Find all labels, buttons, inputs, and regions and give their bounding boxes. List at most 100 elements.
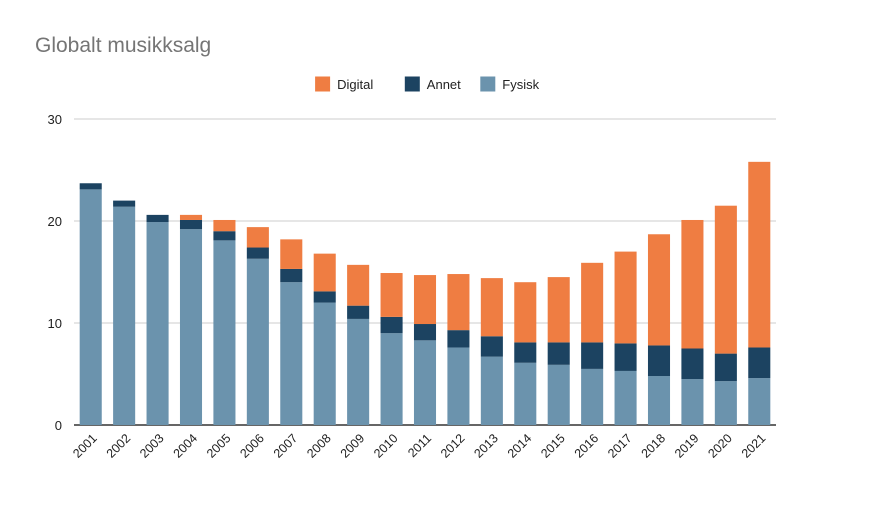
bar-annet-2016 — [581, 342, 604, 369]
bar-group-2001 — [79, 183, 102, 425]
bar-fysisk-2009 — [347, 318, 370, 425]
bar-group-2008 — [313, 253, 336, 425]
bar-fysisk-2004 — [179, 229, 203, 425]
bar-group-2013 — [480, 278, 503, 425]
bars — [79, 161, 771, 425]
bar-digital-2012 — [447, 274, 470, 331]
bar-group-2009 — [347, 264, 370, 425]
bar-group-2012 — [447, 274, 470, 425]
bar-annet-2014 — [514, 342, 537, 363]
bar-group-2002 — [113, 200, 136, 425]
x-tick-label-2021: 2021 — [739, 431, 769, 461]
bar-annet-2012 — [447, 330, 470, 348]
legend-label-annet: Annet — [427, 77, 461, 92]
y-axis-tick-labels: 0 10 20 30 — [48, 112, 62, 433]
bar-digital-2016 — [581, 262, 604, 343]
x-tick-label-2001: 2001 — [70, 431, 100, 461]
bar-fysisk-2011 — [413, 340, 437, 425]
bar-digital-2009 — [347, 264, 370, 306]
x-tick-label-2009: 2009 — [338, 431, 368, 461]
chart-title: Globalt musikksalg — [35, 34, 211, 57]
bar-fysisk-2010 — [380, 333, 403, 425]
bar-group-2010 — [380, 273, 403, 425]
bar-annet-2011 — [413, 324, 437, 341]
bar-fysisk-2003 — [146, 222, 169, 425]
x-tick-label-2016: 2016 — [572, 431, 602, 461]
legend: Digital Annet Fysisk — [315, 76, 540, 92]
bar-fysisk-2001 — [79, 189, 102, 425]
x-tick-label-2008: 2008 — [304, 431, 334, 461]
bar-annet-2007 — [280, 268, 303, 283]
bar-fysisk-2008 — [313, 302, 336, 425]
x-tick-label-2004: 2004 — [171, 431, 201, 461]
y-tick-label: 10 — [48, 316, 62, 331]
bar-group-2007 — [280, 239, 303, 425]
legend-label-digital: Digital — [337, 77, 373, 92]
bar-fysisk-2021 — [748, 378, 771, 425]
bar-fysisk-2016 — [581, 368, 604, 425]
x-tick-label-2006: 2006 — [237, 431, 267, 461]
x-tick-label-2018: 2018 — [639, 431, 669, 461]
bar-digital-2005 — [213, 219, 236, 232]
x-tick-label-2020: 2020 — [705, 431, 735, 461]
bar-digital-2014 — [514, 282, 537, 343]
x-tick-label-2003: 2003 — [137, 431, 167, 461]
x-tick-label-2017: 2017 — [605, 431, 635, 461]
bar-annet-2004 — [179, 219, 203, 230]
bar-group-2003 — [146, 214, 169, 425]
bar-digital-2015 — [547, 277, 570, 343]
bar-fysisk-2020 — [714, 381, 737, 425]
bar-annet-2002 — [113, 200, 136, 207]
x-tick-label-2002: 2002 — [104, 431, 134, 461]
bar-group-2011 — [413, 275, 437, 425]
bar-annet-2010 — [380, 316, 403, 334]
bar-group-2015 — [547, 277, 570, 425]
x-tick-label-2010: 2010 — [371, 431, 401, 461]
x-tick-label-2011: 2011 — [405, 431, 434, 460]
legend-item-fysisk: Fysisk — [480, 76, 540, 92]
x-axis-tick-labels: 2001 2002 2003 2004 2005 2006 2007 2008 2009 2010… — [70, 431, 768, 461]
bar-digital-2006 — [246, 227, 269, 248]
bar-digital-2020 — [714, 205, 737, 354]
bar-group-2020 — [714, 205, 737, 425]
bar-annet-2005 — [213, 231, 236, 241]
bar-fysisk-2012 — [447, 347, 470, 425]
bar-group-2004 — [179, 214, 203, 425]
x-tick-label-2019: 2019 — [672, 431, 702, 461]
bar-digital-2004 — [179, 214, 203, 220]
bar-annet-2013 — [480, 336, 503, 357]
bar-annet-2008 — [313, 291, 336, 303]
bar-digital-2017 — [614, 251, 637, 344]
y-tick-label: 20 — [48, 214, 62, 229]
bar-digital-2011 — [413, 275, 437, 325]
x-tick-label-2005: 2005 — [204, 431, 234, 461]
x-tick-label-2007: 2007 — [271, 431, 301, 461]
x-tick-label-2013: 2013 — [471, 431, 501, 461]
legend-label-fysisk: Fysisk — [502, 77, 539, 92]
legend-item-digital: Digital — [315, 76, 373, 92]
bar-digital-2008 — [313, 253, 336, 292]
x-tick-label-2014: 2014 — [505, 431, 535, 461]
bar-digital-2007 — [280, 239, 303, 269]
legend-item-annet: Annet — [404, 76, 461, 92]
bar-group-2017 — [614, 251, 637, 425]
bar-fysisk-2018 — [647, 376, 671, 425]
bar-digital-2019 — [681, 219, 704, 349]
bar-fysisk-2005 — [213, 240, 236, 425]
bar-fysisk-2007 — [280, 282, 303, 425]
legend-swatch-fysisk — [480, 76, 496, 92]
bar-digital-2021 — [748, 161, 771, 348]
bar-fysisk-2014 — [514, 362, 537, 425]
bar-fysisk-2006 — [246, 258, 269, 425]
y-tick-label: 30 — [48, 112, 62, 127]
bar-annet-2021 — [748, 347, 771, 379]
bar-group-2005 — [213, 219, 236, 425]
bar-annet-2003 — [146, 214, 169, 223]
x-tick-label-2012: 2012 — [438, 431, 468, 461]
legend-swatch-digital — [315, 76, 331, 92]
bar-annet-2018 — [647, 345, 671, 377]
bar-annet-2017 — [614, 343, 637, 371]
x-tick-label-2015: 2015 — [538, 431, 568, 461]
